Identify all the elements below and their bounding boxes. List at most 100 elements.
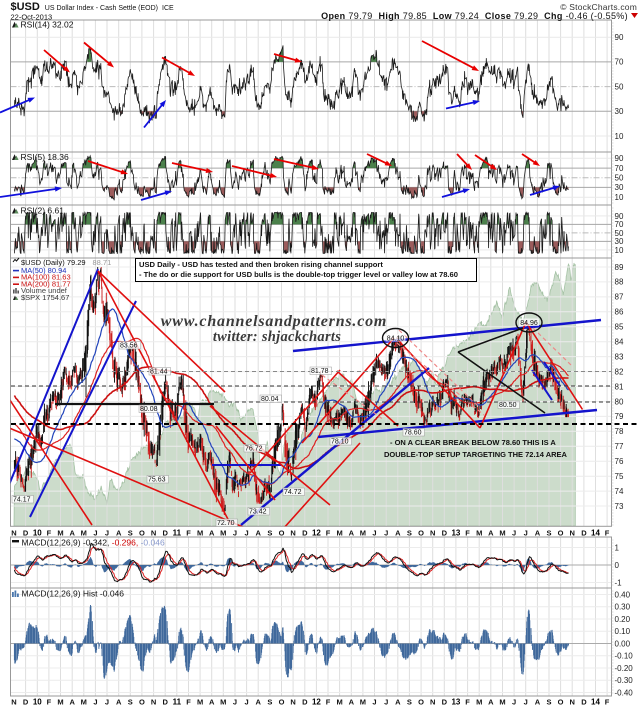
- svg-text:82: 82: [615, 367, 624, 376]
- svg-text:1: 1: [615, 543, 620, 552]
- svg-text:M: M: [57, 529, 63, 538]
- svg-text:F: F: [326, 529, 331, 538]
- svg-text:84.10: 84.10: [387, 336, 405, 343]
- svg-text:50: 50: [615, 174, 624, 183]
- svg-text:N: N: [290, 529, 295, 538]
- svg-text:$USD (Daily) 79.29: $USD (Daily) 79.29: [21, 258, 86, 267]
- svg-text:N: N: [11, 529, 16, 538]
- svg-text:0: 0: [615, 561, 620, 570]
- svg-text:DOUBLE-TOP SETUP TARGETING THE: DOUBLE-TOP SETUP TARGETING THE 72.14 ARE…: [384, 450, 568, 459]
- svg-text:80.08: 80.08: [140, 406, 158, 413]
- svg-text:10: 10: [33, 698, 42, 707]
- svg-text:22-Oct-2013: 22-Oct-2013: [11, 13, 53, 22]
- svg-text:F: F: [186, 529, 191, 538]
- svg-text:50: 50: [615, 82, 624, 91]
- svg-text:12: 12: [312, 529, 321, 538]
- svg-text:© StockCharts.com: © StockCharts.com: [560, 2, 637, 12]
- svg-text:J: J: [372, 529, 376, 538]
- svg-text:Volume undef: Volume undef: [21, 286, 68, 295]
- svg-text:A: A: [488, 698, 494, 707]
- svg-text:F: F: [326, 698, 331, 707]
- svg-text:85: 85: [615, 323, 624, 332]
- svg-text:80.04: 80.04: [261, 396, 279, 403]
- svg-text:83: 83: [615, 352, 624, 361]
- svg-text:Open 79.79 High 79.85 Low 79.2: Open 79.79 High 79.85 Low 79.24 Close 79…: [321, 11, 628, 21]
- svg-text:J: J: [384, 529, 388, 538]
- svg-text:M: M: [360, 698, 366, 707]
- svg-text:-0.30: -0.30: [615, 676, 634, 685]
- svg-text:F: F: [47, 529, 52, 538]
- svg-text:twitter: shjackcharts: twitter: shjackcharts: [213, 329, 341, 345]
- svg-text:84.96: 84.96: [520, 320, 538, 327]
- svg-text:83.56: 83.56: [120, 343, 138, 350]
- svg-text:90: 90: [615, 154, 624, 163]
- svg-text:M: M: [220, 698, 226, 707]
- svg-text:J: J: [233, 698, 237, 707]
- svg-text:11: 11: [173, 529, 182, 538]
- svg-text:S: S: [407, 698, 412, 707]
- svg-text:73: 73: [615, 502, 624, 511]
- svg-text:A: A: [535, 529, 541, 538]
- svg-text:RSI(14) 32.02: RSI(14) 32.02: [21, 20, 74, 30]
- svg-text:J: J: [105, 698, 109, 707]
- svg-text:F: F: [465, 698, 470, 707]
- svg-text:S: S: [546, 698, 551, 707]
- svg-text:A: A: [69, 698, 75, 707]
- svg-text:A: A: [116, 698, 122, 707]
- svg-text:D: D: [302, 529, 308, 538]
- svg-text:10: 10: [33, 529, 42, 538]
- svg-text:M: M: [197, 698, 203, 707]
- svg-text:10: 10: [615, 246, 624, 255]
- svg-text:80.50: 80.50: [499, 402, 517, 409]
- svg-text:M: M: [499, 529, 505, 538]
- svg-text:12: 12: [312, 698, 321, 707]
- svg-text:M: M: [220, 529, 226, 538]
- svg-text:O: O: [139, 698, 145, 707]
- svg-text:O: O: [139, 529, 145, 538]
- svg-text:D: D: [23, 529, 29, 538]
- svg-text:14: 14: [591, 698, 600, 707]
- svg-text:78: 78: [615, 427, 624, 436]
- svg-text:O: O: [418, 529, 424, 538]
- svg-text:81: 81: [615, 382, 624, 391]
- svg-text:A: A: [349, 698, 355, 707]
- svg-text:0.10: 0.10: [615, 627, 631, 636]
- svg-text:A: A: [488, 529, 494, 538]
- svg-text:N: N: [11, 698, 16, 707]
- svg-text:D: D: [302, 698, 308, 707]
- svg-text:- The do or die support for US: - The do or die support for USD bulls is…: [139, 270, 458, 279]
- svg-text:13: 13: [451, 529, 460, 538]
- svg-text:www.channelsandpatterns.com: www.channelsandpatterns.com: [161, 313, 387, 330]
- svg-text:70: 70: [615, 164, 624, 173]
- svg-text:D: D: [162, 529, 168, 538]
- svg-text:J: J: [105, 529, 109, 538]
- svg-text:RSI(5) 18.36: RSI(5) 18.36: [21, 152, 69, 162]
- svg-text:A: A: [395, 529, 401, 538]
- svg-text:A: A: [116, 529, 122, 538]
- svg-text:S: S: [128, 529, 133, 538]
- svg-text:F: F: [465, 529, 470, 538]
- svg-text:76: 76: [615, 457, 624, 466]
- svg-text:A: A: [395, 698, 401, 707]
- svg-text:0.30: 0.30: [615, 603, 631, 612]
- svg-text:S: S: [267, 529, 272, 538]
- svg-text:M: M: [57, 698, 63, 707]
- svg-text:77: 77: [615, 442, 624, 451]
- svg-text:81.78: 81.78: [311, 368, 329, 375]
- svg-text:$USD US Dollar Index - Cash Se: $USD US Dollar Index - Cash Settle (EOD)…: [11, 1, 175, 13]
- svg-text:J: J: [93, 698, 97, 707]
- svg-text:D: D: [162, 698, 168, 707]
- svg-text:O: O: [418, 698, 424, 707]
- svg-text:0.00: 0.00: [615, 639, 631, 648]
- svg-text:RSI(2) 6.61: RSI(2) 6.61: [21, 206, 65, 216]
- svg-text:75: 75: [615, 472, 624, 481]
- svg-text:72.70: 72.70: [217, 520, 235, 527]
- svg-text:0.20: 0.20: [615, 615, 631, 624]
- svg-text:MA(200) 81.77: MA(200) 81.77: [21, 279, 71, 288]
- svg-text:-1: -1: [615, 578, 623, 587]
- svg-text:S: S: [128, 698, 133, 707]
- svg-text:-0.10: -0.10: [615, 652, 634, 661]
- svg-text:D: D: [442, 698, 448, 707]
- svg-text:USD Daily - USD has tested and: USD Daily - USD has tested and then brok…: [139, 260, 383, 269]
- svg-text:N: N: [430, 529, 435, 538]
